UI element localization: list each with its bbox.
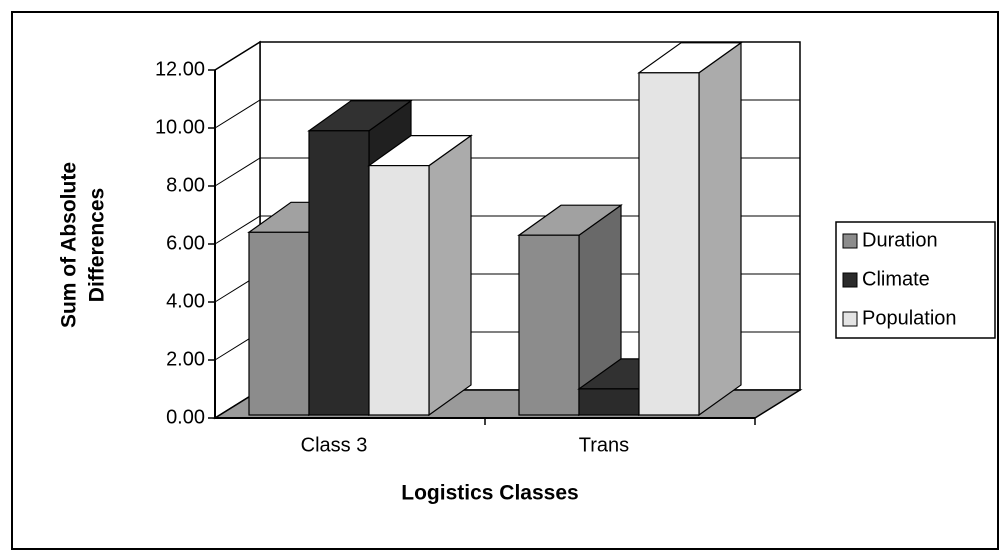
y-tick-label: 2.00 bbox=[166, 348, 205, 370]
bar-front bbox=[578, 388, 640, 416]
legend-swatch bbox=[842, 272, 858, 288]
legend-swatch bbox=[842, 233, 858, 249]
bar-front bbox=[308, 130, 370, 416]
bar-front bbox=[248, 231, 310, 416]
legend-label: Climate bbox=[862, 268, 930, 290]
y-tick-label: 6.00 bbox=[166, 232, 205, 254]
bar bbox=[637, 41, 743, 417]
x-tick-label: Class 3 bbox=[301, 434, 368, 456]
y-axis-title: Sum of Absolute Differences bbox=[58, 162, 109, 328]
legend-label: Population bbox=[862, 307, 957, 329]
bar bbox=[367, 134, 473, 417]
y-tick-label: 12.00 bbox=[155, 58, 205, 80]
y-axis-title-line: Differences bbox=[86, 188, 109, 302]
grid-line bbox=[214, 41, 800, 71]
legend-box bbox=[835, 221, 996, 339]
y-axis-title-line: Sum of Absolute bbox=[58, 162, 81, 328]
bar-side bbox=[428, 134, 472, 417]
bar-front bbox=[518, 234, 580, 416]
grid-line bbox=[214, 157, 800, 187]
bar-side bbox=[698, 41, 742, 417]
x-tick-label: Trans bbox=[579, 434, 629, 456]
legend-swatch bbox=[842, 311, 858, 327]
y-tick-label: 10.00 bbox=[155, 116, 205, 138]
bar-front bbox=[368, 165, 430, 416]
x-axis-title: Logistics Classes bbox=[401, 482, 578, 505]
bar-front bbox=[638, 72, 700, 416]
y-tick-label: 0.00 bbox=[166, 406, 205, 428]
y-tick-label: 4.00 bbox=[166, 290, 205, 312]
legend-label: Duration bbox=[862, 229, 938, 251]
bar bbox=[517, 204, 623, 417]
y-tick-label: 8.00 bbox=[166, 174, 205, 196]
grid-line bbox=[214, 99, 800, 129]
